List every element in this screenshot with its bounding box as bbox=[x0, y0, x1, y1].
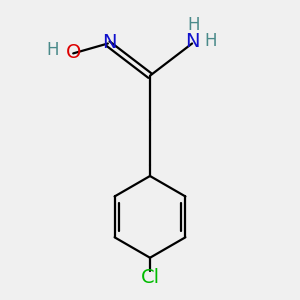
Text: N: N bbox=[102, 33, 116, 52]
Text: O: O bbox=[65, 43, 81, 62]
Text: H: H bbox=[204, 32, 217, 50]
Text: H: H bbox=[187, 16, 200, 34]
Text: Cl: Cl bbox=[140, 268, 160, 287]
Text: H: H bbox=[46, 41, 58, 59]
Text: N: N bbox=[185, 32, 200, 50]
